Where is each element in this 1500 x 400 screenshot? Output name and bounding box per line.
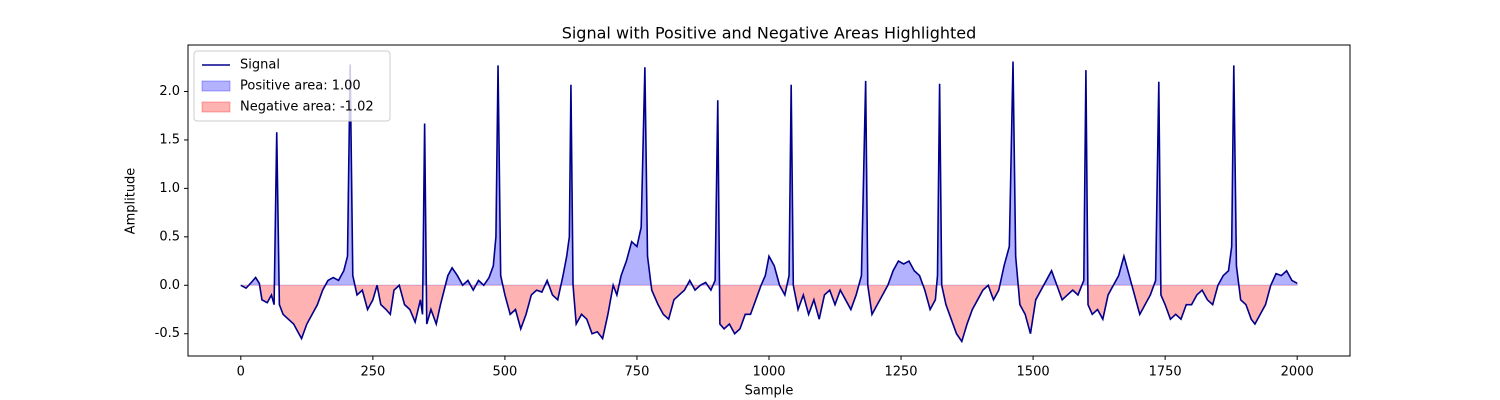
legend-label: Negative area: -1.02 bbox=[240, 100, 374, 115]
y-tick-label: 0.0 bbox=[159, 278, 180, 293]
y-tick-label: 1.0 bbox=[159, 181, 180, 196]
y-tick-label: 1.5 bbox=[159, 132, 180, 147]
x-tick-label: 1750 bbox=[1149, 365, 1182, 380]
legend-label: Signal bbox=[240, 58, 280, 73]
x-tick-label: 1250 bbox=[884, 365, 917, 380]
legend-label: Positive area: 1.00 bbox=[240, 79, 361, 94]
x-tick-label: 1500 bbox=[1017, 365, 1050, 380]
legend-box bbox=[193, 50, 391, 122]
y-tick-label: 0.5 bbox=[159, 229, 180, 244]
x-tick-label: 2000 bbox=[1281, 365, 1314, 380]
y-axis-label: Amplitude bbox=[124, 168, 139, 235]
x-tick-label: 500 bbox=[492, 365, 517, 380]
y-tick-label: -0.5 bbox=[155, 326, 180, 341]
x-axis-label: Sample bbox=[745, 384, 794, 399]
signal-line bbox=[240, 61, 1298, 344]
x-tick-label: 1000 bbox=[752, 365, 785, 380]
x-tick-label: 0 bbox=[237, 365, 245, 380]
x-tick-label: 250 bbox=[360, 365, 385, 380]
legend-swatch bbox=[201, 101, 231, 113]
legend-swatch bbox=[201, 80, 231, 92]
x-tick-label: 750 bbox=[625, 365, 650, 380]
chart-title: Signal with Positive and Negative Areas … bbox=[562, 24, 977, 43]
y-tick-label: 2.0 bbox=[159, 84, 180, 99]
area-fill bbox=[240, 285, 1298, 343]
